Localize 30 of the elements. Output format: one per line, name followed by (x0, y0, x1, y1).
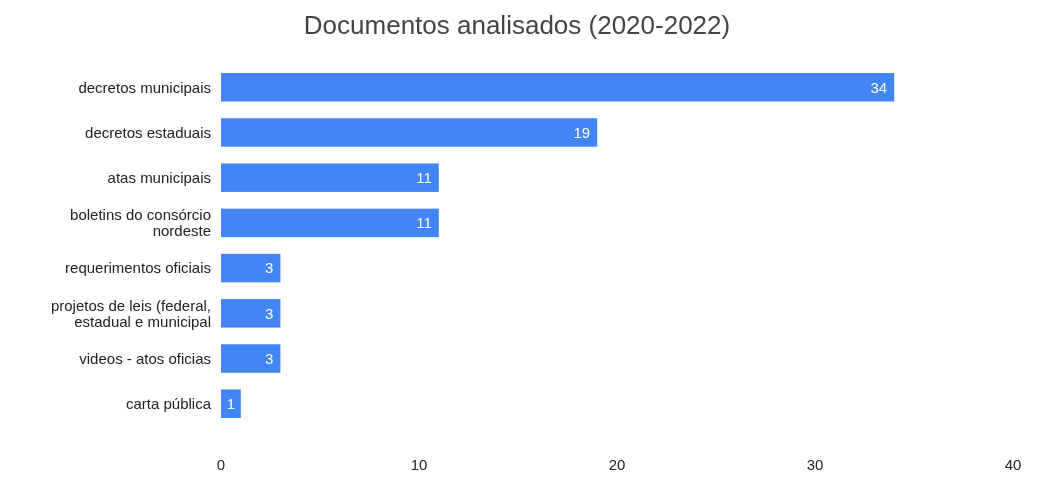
y-tick-label: atas municipais (107, 168, 211, 186)
data-label: 34 (870, 78, 888, 96)
chart-title: Documentos analisados (2020-2022) (303, 10, 731, 40)
data-label: 1 (226, 394, 236, 412)
data-label: 3 (265, 304, 274, 322)
x-tick-label: 30 (806, 456, 824, 473)
bar (221, 299, 281, 328)
x-tick-label: 20 (608, 456, 626, 473)
bar (221, 163, 439, 192)
bar (221, 118, 598, 147)
y-tick-label: projetos de leis (federal, estadual e municipal (50, 296, 211, 330)
x-tick-label: 40 (1004, 456, 1022, 473)
y-tick-label: boletins do consórcio nordeste (70, 206, 211, 240)
bar (221, 73, 895, 102)
x-tick-label: 10 (410, 456, 428, 473)
y-tick-label: decretos municipais (78, 78, 211, 96)
y-tick-label: requerimentos oficiais (65, 259, 211, 277)
data-label: 3 (265, 349, 274, 367)
x-tick-label: 0 (216, 456, 226, 473)
bar (221, 253, 281, 283)
data-label: 19 (573, 123, 591, 141)
bar (221, 389, 241, 418)
data-label: 3 (265, 259, 274, 277)
data-label: 11 (416, 168, 432, 186)
bar (221, 208, 439, 238)
bar (221, 344, 281, 373)
y-tick-label: videos - atos oficias (79, 349, 211, 367)
y-tick-label: carta pública (125, 394, 212, 412)
data-label: 11 (416, 214, 432, 232)
y-tick-label: decretos estaduais (85, 123, 211, 141)
